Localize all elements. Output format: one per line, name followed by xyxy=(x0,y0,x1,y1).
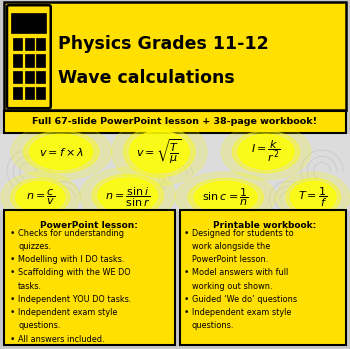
Text: Printable workbook:: Printable workbook: xyxy=(213,221,316,230)
Text: $v = f \times \lambda$: $v = f \times \lambda$ xyxy=(38,146,84,158)
Text: quizzes.: quizzes. xyxy=(18,242,51,251)
Text: working out shown.: working out shown. xyxy=(192,282,272,291)
Text: work alongside the: work alongside the xyxy=(192,242,270,251)
Ellipse shape xyxy=(221,124,311,180)
Text: Scaffolding with the WE DO: Scaffolding with the WE DO xyxy=(18,268,131,277)
Text: questions.: questions. xyxy=(18,321,61,331)
Text: Independent exam style: Independent exam style xyxy=(192,308,291,317)
Ellipse shape xyxy=(232,131,300,173)
Ellipse shape xyxy=(92,174,163,216)
Text: $T = \dfrac{1}{f}$: $T = \dfrac{1}{f}$ xyxy=(298,185,328,209)
Text: •: • xyxy=(10,268,15,277)
Ellipse shape xyxy=(1,172,79,222)
Text: •: • xyxy=(10,308,15,317)
Ellipse shape xyxy=(188,178,264,216)
Ellipse shape xyxy=(112,118,207,185)
Ellipse shape xyxy=(23,131,99,173)
Ellipse shape xyxy=(16,181,65,213)
Text: PowerPoint lesson:: PowerPoint lesson: xyxy=(40,221,138,230)
Text: All answers included.: All answers included. xyxy=(18,335,105,344)
Ellipse shape xyxy=(98,178,158,213)
Ellipse shape xyxy=(130,131,189,173)
Text: tasks.: tasks. xyxy=(18,282,42,291)
Text: Guided ‘We do’ questions: Guided ‘We do’ questions xyxy=(192,295,297,304)
Text: Model answers with full: Model answers with full xyxy=(192,268,288,277)
Ellipse shape xyxy=(290,181,336,213)
FancyBboxPatch shape xyxy=(25,38,34,50)
Text: •: • xyxy=(10,335,15,344)
Text: •: • xyxy=(184,268,189,277)
Ellipse shape xyxy=(286,178,341,216)
Text: $n = \dfrac{\sin i}{\sin r}$: $n = \dfrac{\sin i}{\sin r}$ xyxy=(105,185,150,209)
Text: $\sin c = \dfrac{1}{n}$: $\sin c = \dfrac{1}{n}$ xyxy=(202,186,249,208)
Ellipse shape xyxy=(277,172,350,222)
Ellipse shape xyxy=(80,168,175,223)
FancyBboxPatch shape xyxy=(36,71,45,83)
Text: Checks for understanding: Checks for understanding xyxy=(18,229,124,238)
Text: •: • xyxy=(184,229,189,238)
FancyBboxPatch shape xyxy=(13,71,22,83)
Text: •: • xyxy=(10,255,15,264)
Ellipse shape xyxy=(11,178,70,216)
FancyBboxPatch shape xyxy=(7,5,51,108)
Text: $v = \sqrt{\dfrac{T}{\mu}}$: $v = \sqrt{\dfrac{T}{\mu}}$ xyxy=(136,138,182,166)
Text: •: • xyxy=(184,308,189,317)
Text: Independent YOU DO tasks.: Independent YOU DO tasks. xyxy=(18,295,132,304)
FancyBboxPatch shape xyxy=(36,87,45,99)
Text: Independent exam style: Independent exam style xyxy=(18,308,118,317)
Ellipse shape xyxy=(175,172,276,222)
FancyBboxPatch shape xyxy=(0,134,350,211)
Ellipse shape xyxy=(194,181,257,213)
Text: $n = \dfrac{c}{v}$: $n = \dfrac{c}{v}$ xyxy=(26,187,55,207)
Ellipse shape xyxy=(238,134,294,169)
FancyBboxPatch shape xyxy=(36,38,45,50)
Ellipse shape xyxy=(11,124,112,180)
FancyBboxPatch shape xyxy=(4,210,175,345)
FancyBboxPatch shape xyxy=(13,38,22,50)
FancyBboxPatch shape xyxy=(25,54,34,67)
Text: Full 67-slide PowerPoint lesson + 38-page workbook!: Full 67-slide PowerPoint lesson + 38-pag… xyxy=(33,117,317,126)
Text: Modelling with I DO tasks.: Modelling with I DO tasks. xyxy=(18,255,125,264)
FancyBboxPatch shape xyxy=(4,111,346,133)
Ellipse shape xyxy=(124,127,195,177)
FancyBboxPatch shape xyxy=(36,54,45,67)
FancyBboxPatch shape xyxy=(4,2,346,110)
FancyBboxPatch shape xyxy=(12,14,46,33)
Text: Designed for students to: Designed for students to xyxy=(192,229,294,238)
Text: Physics Grades 11-12: Physics Grades 11-12 xyxy=(58,35,268,53)
Text: $I = \dfrac{k}{r^2}$: $I = \dfrac{k}{r^2}$ xyxy=(251,139,281,164)
Text: Wave calculations: Wave calculations xyxy=(58,69,234,87)
Text: •: • xyxy=(10,295,15,304)
FancyBboxPatch shape xyxy=(13,54,22,67)
Text: •: • xyxy=(10,229,15,238)
Ellipse shape xyxy=(30,134,93,169)
Text: •: • xyxy=(184,295,189,304)
FancyBboxPatch shape xyxy=(13,87,22,99)
FancyBboxPatch shape xyxy=(25,71,34,83)
FancyBboxPatch shape xyxy=(180,210,346,345)
Text: questions.: questions. xyxy=(192,321,234,331)
Text: PowerPoint lesson.: PowerPoint lesson. xyxy=(192,255,268,264)
FancyBboxPatch shape xyxy=(25,87,34,99)
